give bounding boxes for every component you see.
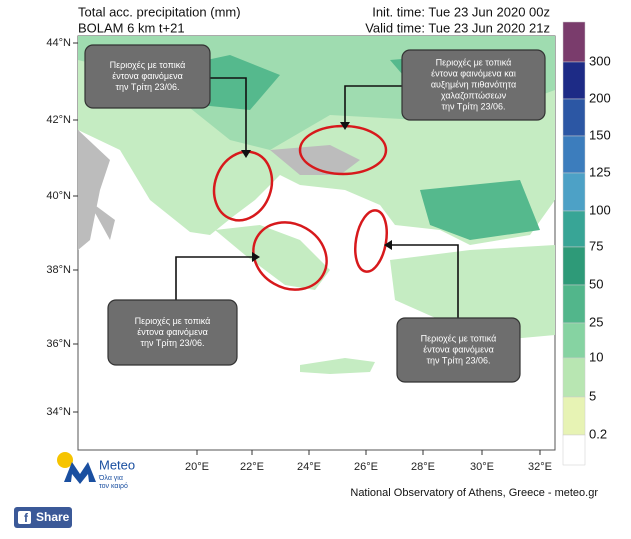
arrow xyxy=(390,244,459,318)
ellipse xyxy=(252,221,328,291)
lon-label: 30°E xyxy=(470,461,494,473)
land-peloponnese xyxy=(215,225,330,290)
arrow-head xyxy=(384,240,392,250)
lon-label: 22°E xyxy=(240,461,264,473)
colorbar-label: 100 xyxy=(589,202,611,217)
logo-m xyxy=(64,462,96,484)
colorbar-label: 5 xyxy=(589,388,596,403)
colorbar-band xyxy=(562,135,586,174)
lat-label: 36°N xyxy=(46,338,71,350)
lon-label: 26°E xyxy=(354,461,378,473)
callout-box xyxy=(84,44,211,109)
share-label[interactable]: Share xyxy=(36,510,70,524)
arrow xyxy=(210,77,247,152)
lat-label: 38°N xyxy=(46,264,71,276)
colorbar-label: 125 xyxy=(589,164,611,179)
colorbar-band xyxy=(562,210,586,248)
lat-label: 34°N xyxy=(46,406,71,418)
arrows xyxy=(175,77,459,318)
arrow-head xyxy=(340,122,350,130)
init-time: Init. time: Tue 23 Jun 2020 00z xyxy=(372,4,550,19)
logo-name: Meteo xyxy=(99,457,135,472)
callout-text: χαλαζοπτώσεων xyxy=(441,90,507,100)
lat-label: 40°N xyxy=(46,190,71,202)
colorbar-band xyxy=(562,357,586,398)
colorbar-band xyxy=(562,98,586,137)
colorbar-label: 50 xyxy=(589,276,603,291)
callout-text: έντονα φαινόμενα xyxy=(112,71,183,81)
callout-text: Περιοχές με τοπικά xyxy=(421,333,497,343)
callout-text: την Τρίτη 23/06. xyxy=(426,355,490,365)
arrow xyxy=(175,256,253,300)
callout-text: την Τρίτη 23/06. xyxy=(441,101,505,111)
title: Total acc. precipitation (mm) xyxy=(78,4,241,19)
callout-text: έντονα φαινόμενα xyxy=(137,327,208,337)
callout-text: Περιοχές με τοπικά xyxy=(436,57,512,67)
colorbar-band xyxy=(562,396,586,436)
colorbar-label: 200 xyxy=(589,90,611,105)
logo-sun xyxy=(57,452,73,468)
heavy-rain xyxy=(160,55,540,240)
lon-label: 28°E xyxy=(411,461,435,473)
arrow xyxy=(344,85,402,125)
lon-label: 24°E xyxy=(297,461,321,473)
ellipse xyxy=(354,209,388,273)
land-crete xyxy=(300,358,375,374)
callout-text: την Τρίτη 23/06. xyxy=(115,82,179,92)
footer: National Observatory of Athens, Greece -… xyxy=(350,487,598,499)
callout-text: έντονα φαινόμενα και xyxy=(431,68,516,78)
callout-text: έντονα φαινόμενα xyxy=(423,344,494,354)
lat-label: 42°N xyxy=(46,114,71,126)
arrow-head xyxy=(241,150,251,158)
colorbar-label: 10 xyxy=(589,349,603,364)
colorbar-band xyxy=(562,172,586,212)
sea-marmara xyxy=(270,145,360,175)
colorbar-label: 25 xyxy=(589,314,603,329)
colorbar-band xyxy=(562,434,586,466)
model: BOLAM 6 km t+21 xyxy=(78,20,185,35)
land-italy xyxy=(78,130,115,250)
callout-box xyxy=(107,299,238,366)
arrow-heads xyxy=(241,122,392,262)
colorbar-band xyxy=(562,61,586,100)
callout-text: Περιοχές με τοπικά xyxy=(110,60,186,70)
callout-box xyxy=(396,317,521,383)
ellipse xyxy=(212,150,274,222)
colorbar-band xyxy=(562,322,586,359)
lon-label: 32°E xyxy=(528,461,552,473)
callout-text: την Τρίτη 23/06. xyxy=(140,338,204,348)
callout-box xyxy=(401,49,546,121)
colorbar-band xyxy=(562,284,586,324)
colorbar-label: 150 xyxy=(589,127,611,142)
colorbar-label: 300 xyxy=(589,53,611,68)
colorbar-band xyxy=(562,246,586,286)
lon-label: 20°E xyxy=(185,461,209,473)
colorbar-band xyxy=(562,21,586,63)
lat-label: 44°N xyxy=(46,37,71,49)
land-anatolia xyxy=(390,245,555,340)
colorbar-label: 0.2 xyxy=(589,426,607,441)
arrow-head xyxy=(252,252,260,262)
colorbar-label: 75 xyxy=(589,238,603,253)
facebook-f: f xyxy=(24,511,29,525)
logo-tagline: τον καιρό xyxy=(99,482,128,490)
valid-time: Valid time: Tue 23 Jun 2020 21z xyxy=(365,20,550,35)
callout-text: αυξημένη πιθανότητα xyxy=(431,79,516,89)
facebook-icon xyxy=(18,511,31,524)
logo-tagline: Όλα για xyxy=(98,475,123,482)
callout-text: Περιοχές με τοπικά xyxy=(135,316,211,326)
